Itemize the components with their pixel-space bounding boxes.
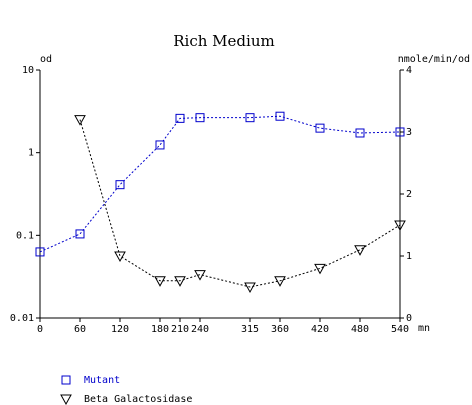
data-point [75, 229, 85, 239]
series-line [39, 115, 401, 253]
legend-label: Mutant [84, 375, 120, 386]
y2-tick-label: 1 [406, 251, 412, 262]
y-tick-label: 1 [28, 148, 34, 159]
data-point [245, 113, 255, 123]
y-axis-label: od [40, 54, 52, 65]
data-point [114, 251, 126, 263]
x-tick-label: 210 [171, 324, 189, 335]
y2-tick-label: 4 [406, 65, 412, 76]
data-point [74, 115, 86, 126]
data-point [314, 263, 326, 275]
data-point [244, 282, 256, 294]
data-point [274, 276, 286, 287]
data-point [275, 111, 285, 121]
legend-label: Beta Galactosidase [84, 394, 192, 405]
data-point [315, 123, 325, 133]
y-tick-label: 0.1 [16, 230, 34, 241]
legend-marker [60, 394, 72, 405]
data-point [154, 276, 166, 287]
data-point [395, 127, 405, 137]
data-point [394, 220, 406, 232]
data-point [355, 128, 365, 138]
y2-tick-label: 3 [406, 127, 412, 138]
x-tick-label: 60 [74, 324, 86, 335]
y2-tick-label: 0 [406, 313, 412, 324]
x-tick-label: 0 [37, 324, 43, 335]
y2-axis-label: nmole/min/od [398, 54, 470, 65]
x-unit-label: mn [418, 323, 430, 334]
y2-tick-label: 2 [406, 189, 412, 200]
data-point [195, 113, 205, 123]
x-tick-label: 420 [311, 324, 329, 335]
x-tick-label: 180 [151, 324, 169, 335]
data-point [354, 245, 366, 256]
data-point [174, 276, 186, 287]
x-tick-label: 480 [351, 324, 369, 335]
x-tick-label: 360 [271, 324, 289, 335]
x-tick-label: 315 [241, 324, 259, 335]
data-point [175, 113, 185, 123]
x-tick-label: 240 [191, 324, 209, 335]
x-tick-label: 120 [111, 324, 129, 335]
data-point [35, 247, 45, 257]
data-point [115, 180, 125, 190]
series-line [79, 119, 401, 288]
y-tick-label: 10 [22, 65, 34, 76]
chart-title: Rich Medium [173, 32, 274, 50]
x-tick-label: 540 [391, 324, 409, 335]
data-point [194, 270, 206, 281]
legend-marker [61, 375, 71, 385]
data-point [155, 140, 165, 150]
y-tick-label: 0.01 [10, 313, 34, 324]
